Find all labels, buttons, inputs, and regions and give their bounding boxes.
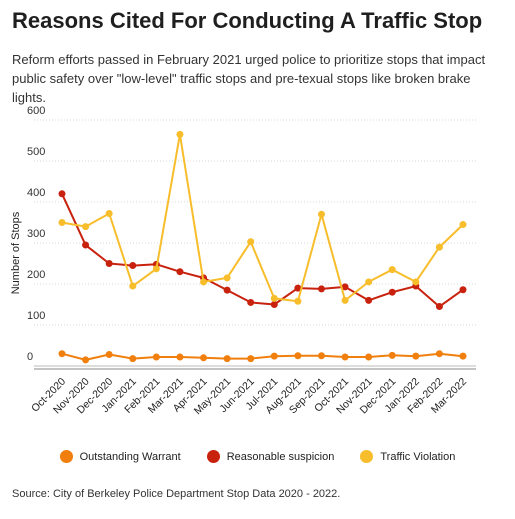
legend-label: Outstanding Warrant xyxy=(79,450,181,463)
data-point-outstanding-warrant xyxy=(176,353,184,361)
chart-title: Reasons Cited For Conducting A Traffic S… xyxy=(12,8,483,33)
data-point-outstanding-warrant xyxy=(388,351,396,359)
data-point-reasonable-suspicion xyxy=(459,286,467,294)
data-point-traffic-violation xyxy=(129,282,137,290)
data-point-outstanding-warrant xyxy=(270,352,278,360)
data-point-outstanding-warrant xyxy=(82,356,90,364)
y-tick-label: 600 xyxy=(27,105,45,117)
y-tick-label: 300 xyxy=(27,228,45,240)
data-point-outstanding-warrant xyxy=(412,352,420,360)
data-point-traffic-violation xyxy=(317,210,325,218)
data-point-traffic-violation xyxy=(176,130,184,138)
y-tick-label: 0 xyxy=(27,351,33,363)
data-point-traffic-violation xyxy=(412,278,420,286)
data-point-traffic-violation xyxy=(270,294,278,302)
legend-swatch xyxy=(59,450,73,463)
data-point-reasonable-suspicion xyxy=(223,286,231,294)
data-point-outstanding-warrant xyxy=(105,351,113,359)
data-point-outstanding-warrant xyxy=(152,353,160,361)
series-line-traffic-violation xyxy=(61,133,464,303)
data-point-reasonable-suspicion xyxy=(317,285,325,293)
y-tick-label: 500 xyxy=(27,146,45,158)
data-point-reasonable-suspicion xyxy=(294,284,302,292)
data-point-reasonable-suspicion xyxy=(129,262,137,270)
data-point-traffic-violation xyxy=(152,265,160,273)
data-point-reasonable-suspicion xyxy=(105,260,113,267)
data-point-reasonable-suspicion xyxy=(247,298,255,306)
data-point-traffic-violation xyxy=(200,278,208,286)
data-point-outstanding-warrant xyxy=(365,353,373,361)
data-point-traffic-violation xyxy=(388,266,396,274)
data-point-outstanding-warrant xyxy=(435,350,443,358)
data-point-traffic-violation xyxy=(459,221,467,229)
legend-swatch xyxy=(206,450,220,463)
data-point-reasonable-suspicion xyxy=(82,241,90,249)
data-point-outstanding-warrant xyxy=(341,353,349,361)
data-point-reasonable-suspicion xyxy=(58,190,66,198)
data-point-traffic-violation xyxy=(58,219,66,226)
legend-item-reasonable-suspicion: Reasonable suspicion xyxy=(206,450,335,463)
data-point-outstanding-warrant xyxy=(129,355,137,363)
data-point-outstanding-warrant xyxy=(58,350,66,358)
data-point-traffic-violation xyxy=(435,243,443,251)
data-point-outstanding-warrant xyxy=(459,352,467,360)
data-point-reasonable-suspicion xyxy=(388,288,396,296)
y-tick-label: 100 xyxy=(27,310,45,322)
data-point-traffic-violation xyxy=(247,238,255,246)
data-point-traffic-violation xyxy=(365,278,373,286)
data-point-reasonable-suspicion xyxy=(176,268,184,276)
data-point-reasonable-suspicion xyxy=(365,296,373,304)
data-point-reasonable-suspicion xyxy=(435,303,443,311)
series-line-outstanding-warrant xyxy=(61,352,464,361)
y-axis-title: Number of Stops xyxy=(10,211,22,294)
data-point-reasonable-suspicion xyxy=(270,301,278,308)
chart-legend: Outstanding Warrant Reasonable suspicion T… xyxy=(0,450,515,463)
data-point-traffic-violation xyxy=(82,223,90,231)
y-tick-label: 200 xyxy=(27,269,45,281)
data-point-outstanding-warrant xyxy=(317,352,325,360)
chart-subtitle: Reform efforts passed in February 2021 u… xyxy=(12,52,486,105)
data-point-reasonable-suspicion xyxy=(341,283,349,291)
data-point-outstanding-warrant xyxy=(294,352,302,360)
data-point-traffic-violation xyxy=(105,209,113,217)
source-note: Source: City of Berkeley Police Departme… xyxy=(12,488,341,500)
data-point-outstanding-warrant xyxy=(223,355,231,363)
data-point-traffic-violation xyxy=(223,274,231,282)
legend-item-traffic-violation: Traffic Violation xyxy=(360,450,455,463)
legend-label: Reasonable suspicion xyxy=(226,450,335,463)
y-tick-label: 400 xyxy=(27,187,45,199)
data-point-traffic-violation xyxy=(341,296,349,304)
data-point-traffic-violation xyxy=(294,297,302,305)
legend-item-outstanding-warrant: Outstanding Warrant xyxy=(59,450,181,463)
series-line-reasonable-suspicion xyxy=(61,193,464,308)
data-point-outstanding-warrant xyxy=(200,354,208,362)
legend-swatch xyxy=(360,450,374,463)
data-point-outstanding-warrant xyxy=(247,355,255,363)
legend-label: Traffic Violation xyxy=(380,450,456,463)
